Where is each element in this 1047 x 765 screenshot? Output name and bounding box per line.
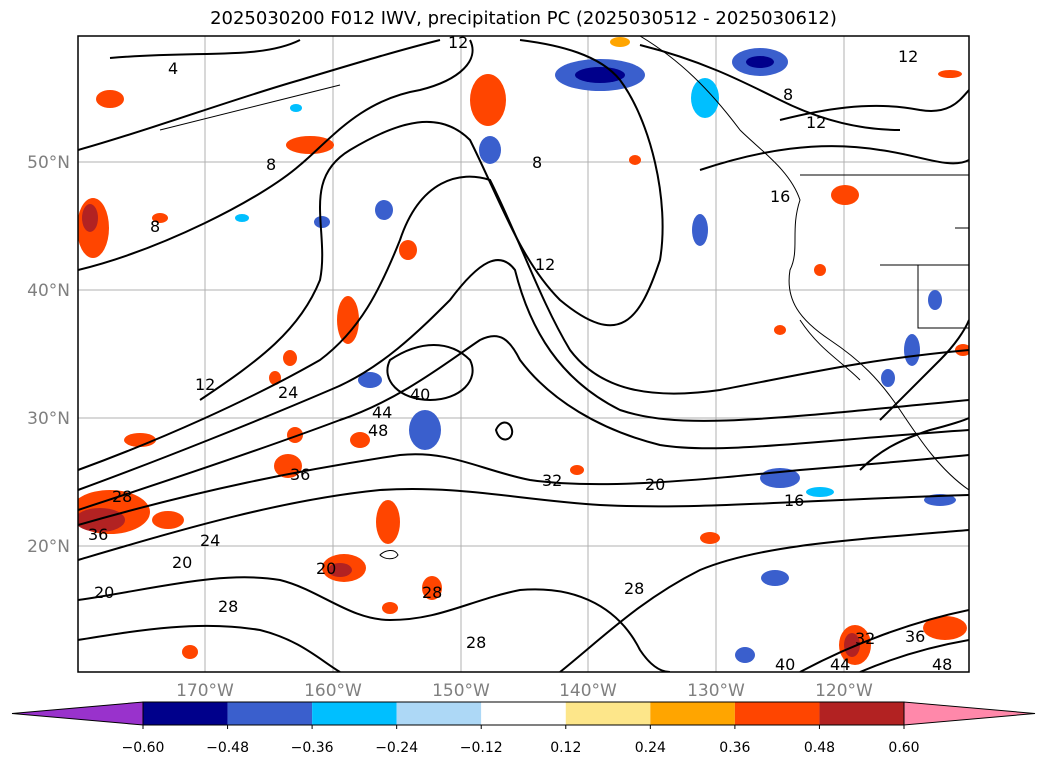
neg-blob-central: [409, 410, 441, 450]
colorbar-tick-label: −0.24: [375, 740, 418, 756]
contour-label: 28: [112, 487, 132, 506]
contour-label: 32: [855, 629, 875, 648]
colorbar-tick-label: 0.60: [888, 740, 919, 756]
contour-label: 20: [94, 583, 114, 602]
lat-label-20n: 20°N: [27, 537, 70, 557]
contour-label: 16: [784, 491, 804, 510]
colorbar-frame: [142, 701, 905, 726]
contour-label: 8: [783, 85, 793, 104]
contour-label: 48: [368, 421, 388, 440]
gridlines: [78, 36, 969, 672]
colorbar-tick-label: 0.36: [719, 740, 750, 756]
pos-blob-north: [470, 74, 506, 126]
lon-label-150w: 150°W: [432, 681, 490, 701]
colorbar-tick-label: −0.48: [206, 740, 249, 756]
colorbar-tick-label: 0.24: [635, 740, 666, 756]
pos-blob-sw-band: [337, 296, 359, 344]
contour-label: 28: [466, 633, 486, 652]
contour-label: 48: [932, 655, 952, 674]
colorbar-swatches: [11, 701, 1036, 726]
contour-label: 12: [535, 255, 555, 274]
colorbar-tick-label: 0.48: [804, 740, 835, 756]
contour-label: 12: [195, 375, 215, 394]
map-title: 2025030200 F012 IWV, precipitation PC (2…: [210, 8, 837, 29]
contour-label: 12: [898, 47, 918, 66]
contour-label: 36: [88, 525, 108, 544]
contour-label: 36: [905, 627, 925, 646]
contour-label: 8: [150, 217, 160, 236]
lon-label-140w: 140°W: [559, 681, 617, 701]
contour-label: 44: [830, 655, 850, 674]
contour-label: 24: [200, 531, 220, 550]
coastline: [159, 36, 969, 560]
colorbar-tick-label: −0.60: [122, 740, 165, 756]
colorbar-swatch: [227, 702, 313, 725]
contour-label: 16: [770, 187, 790, 206]
colorbar: −0.60 −0.48 −0.36 −0.24 −0.12 0.12 0.24 0.36 0.4…: [11, 701, 1036, 756]
lat-label-30n: 30°N: [27, 409, 70, 429]
neg-blob-gulf: [479, 136, 501, 164]
colorbar-ticks: −0.60 −0.48 −0.36 −0.24 −0.12 0.12 0.24 0.36 0.4…: [122, 725, 920, 756]
lon-label-160w: 160°W: [304, 681, 362, 701]
neg-blob-alaska-panhandle: [691, 78, 719, 118]
colorbar-swatch: [734, 702, 820, 725]
colorbar-swatch: [143, 702, 228, 725]
contour-label: 8: [266, 155, 276, 174]
contour-label: 36: [290, 465, 310, 484]
lon-label-130w: 130°W: [687, 681, 745, 701]
colorbar-swatch: [481, 702, 566, 725]
colorbar-swatch: [312, 702, 397, 725]
contour-label: 20: [645, 475, 665, 494]
longitude-labels: 170°W 160°W 150°W 140°W 130°W 120°W: [176, 681, 873, 701]
iwv-contours: [78, 39, 969, 672]
contour-label: 8: [532, 153, 542, 172]
contour-labels: 4 8 8 8 8 12 12 12 12 12 16 16 20 20 20 …: [88, 33, 952, 674]
contour-label: 32: [542, 471, 562, 490]
contour-label: 12: [806, 113, 826, 132]
colorbar-swatch: [565, 702, 651, 725]
lat-label-40n: 40°N: [27, 281, 70, 301]
contour-label: 28: [218, 597, 238, 616]
colorbar-swatch: [819, 702, 904, 725]
lon-label-170w: 170°W: [176, 681, 234, 701]
contour-label: 4: [168, 59, 178, 78]
colorbar-swatch: [650, 702, 735, 725]
contour-label: 40: [410, 385, 430, 404]
contour-label: 20: [172, 553, 192, 572]
colorbar-extend-right: [903, 701, 1036, 726]
contour-label: 28: [422, 583, 442, 602]
latitude-labels: 50°N 40°N 30°N 20°N: [27, 153, 70, 557]
neg-blob-california: [904, 334, 920, 366]
colorbar-swatch: [396, 702, 482, 725]
lon-label-120w: 120°W: [815, 681, 873, 701]
contour-label: 20: [316, 559, 336, 578]
contour-label: 28: [624, 579, 644, 598]
colorbar-tick-label: 0.12: [550, 740, 581, 756]
contour-label: 24: [278, 383, 298, 402]
plot-frame: [77, 35, 970, 673]
colorbar-tick-label: −0.12: [460, 740, 503, 756]
contour-label: 44: [372, 403, 392, 422]
colorbar-extend-left: [11, 701, 144, 726]
contour-label: 40: [775, 655, 795, 674]
lat-label-50n: 50°N: [27, 153, 70, 173]
colorbar-tick-label: −0.36: [291, 740, 334, 756]
plot-area: [78, 36, 969, 672]
contour-label: 12: [448, 33, 468, 52]
